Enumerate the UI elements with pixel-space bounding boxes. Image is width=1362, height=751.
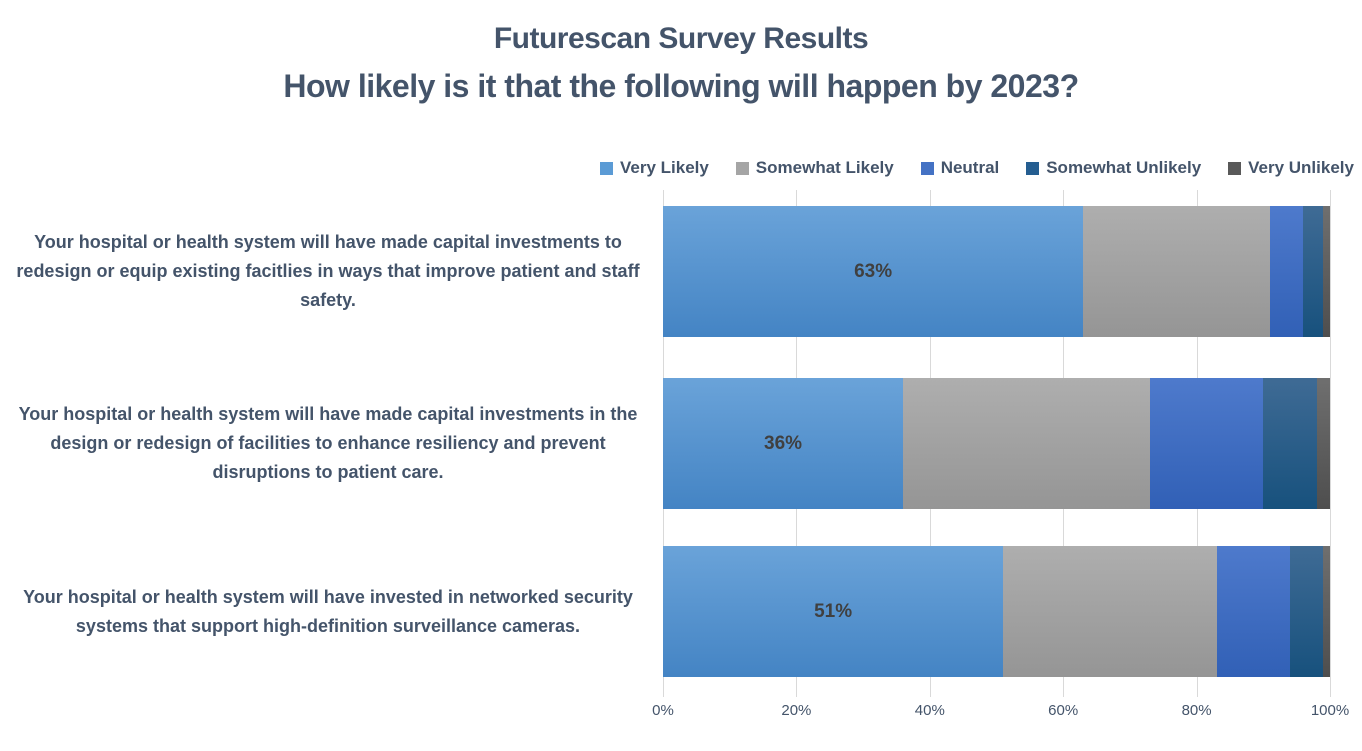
x-axis-tick-label: 20% — [781, 702, 812, 719]
legend-swatch-icon — [1026, 161, 1040, 175]
bar-segment-somewhat-likely — [1003, 546, 1217, 677]
bar-segment-neutral — [1149, 378, 1264, 509]
stacked-bar: 63% — [663, 206, 1330, 337]
category-label: Your hospital or health system will have… — [18, 404, 638, 482]
legend-label: Somewhat Unlikely — [1046, 158, 1202, 177]
x-axis-tick-label: 100% — [1310, 702, 1350, 719]
legend-item: Somewhat Likely — [735, 158, 894, 178]
legend-swatch-icon — [600, 161, 613, 175]
category-label: Your hospital or health system will have… — [23, 586, 633, 636]
x-axis-tick-label: 60% — [1048, 702, 1079, 719]
legend-label: Very Unlikely — [1248, 158, 1354, 177]
gridline — [1330, 190, 1331, 697]
bar-segment-somewhat-likely — [903, 378, 1150, 509]
bar-segment-very-likely: 63% — [663, 206, 1084, 337]
legend-label: Somewhat Likely — [755, 158, 894, 177]
legend-item: Somewhat Unlikely — [1026, 158, 1201, 178]
chart-title: Futurescan Survey Results — [493, 22, 869, 55]
plot-area: Your hospital or health system will have… — [0, 190, 1362, 697]
bar-segment-somewhat-unlikely — [1303, 206, 1324, 337]
chart-subtitle: How likely is it that the following will… — [283, 68, 1079, 104]
bar-segment-somewhat-likely — [1083, 206, 1270, 337]
legend-item: Very Likely — [600, 158, 709, 178]
x-axis: 0% 20% 40% 60% 80% 100% — [0, 702, 1362, 726]
legend-item: Neutral — [920, 158, 1000, 178]
bar-segment-somewhat-unlikely — [1263, 378, 1317, 509]
legend-label: Neutral — [940, 158, 1000, 177]
bar-segment-very-unlikely — [1316, 378, 1330, 509]
bar-value-label: 63% — [854, 260, 893, 282]
category-label: Your hospital or health system will have… — [16, 232, 640, 310]
bar-segment-very-likely: 51% — [663, 546, 1004, 677]
legend-swatch-icon — [920, 161, 934, 175]
bar-segment-very-unlikely — [1323, 206, 1330, 337]
bar-segment-neutral — [1269, 206, 1304, 337]
bar-segment-neutral — [1216, 546, 1290, 677]
legend: Very Likely Somewhat Likely Neutral Somewha… — [600, 157, 1354, 179]
bar-segment-very-likely: 36% — [663, 378, 904, 509]
legend-swatch-icon — [1228, 161, 1242, 175]
x-axis-tick-label: 40% — [914, 702, 945, 719]
legend-item: Very Unlikely — [1228, 158, 1354, 178]
bar-value-label: 51% — [814, 600, 853, 622]
bar-segment-somewhat-unlikely — [1289, 546, 1324, 677]
x-axis-tick-label: 0% — [652, 702, 674, 719]
legend-swatch-icon — [735, 161, 749, 175]
stacked-bar: 51% — [663, 546, 1330, 677]
stacked-bar: 36% — [663, 378, 1330, 509]
x-axis-tick-label: 80% — [1181, 702, 1212, 719]
legend-label: Very Likely — [620, 158, 709, 177]
bar-value-label: 36% — [764, 432, 803, 454]
bar-segment-very-unlikely — [1323, 546, 1330, 677]
